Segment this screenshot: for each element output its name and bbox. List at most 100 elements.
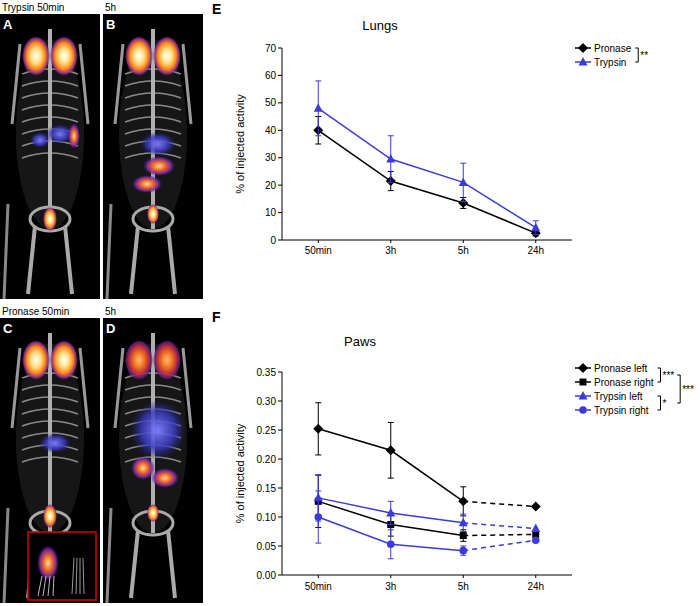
paw-bone bbox=[38, 576, 42, 596]
y-tick bbox=[278, 401, 282, 402]
error-bar bbox=[460, 546, 466, 555]
panel-caption: 5h bbox=[105, 2, 116, 13]
marker bbox=[460, 532, 467, 539]
marker bbox=[459, 547, 467, 555]
lung-uptake bbox=[22, 36, 50, 76]
legend-label: Trypsin left bbox=[594, 391, 643, 402]
uptake bbox=[68, 123, 80, 149]
series-line bbox=[318, 130, 536, 233]
y-tick-label: 0.30 bbox=[257, 396, 277, 407]
marker bbox=[531, 223, 540, 232]
x-tick bbox=[463, 240, 464, 243]
series-line bbox=[463, 523, 536, 529]
inset bbox=[28, 532, 96, 600]
scan-image bbox=[0, 318, 100, 603]
x-tick bbox=[535, 240, 536, 243]
significance-label: *** bbox=[662, 370, 674, 381]
leg bbox=[168, 530, 175, 598]
lung-uptake bbox=[125, 340, 153, 380]
significance-bracket bbox=[677, 375, 680, 403]
uptake bbox=[143, 156, 175, 176]
legend-label: Pronase right bbox=[594, 377, 654, 388]
marker bbox=[458, 496, 468, 506]
marker bbox=[387, 540, 395, 548]
y-tick bbox=[278, 488, 282, 489]
x-axis bbox=[282, 240, 572, 241]
panel-letter: C bbox=[3, 321, 13, 336]
y-tick-label: 0 bbox=[270, 235, 276, 246]
lung-uptake bbox=[50, 36, 78, 76]
paw-bone bbox=[76, 558, 77, 594]
legend: Pronase leftPronase rightTrypsin leftTry… bbox=[575, 363, 694, 416]
paw-bone bbox=[72, 558, 74, 594]
plot-area bbox=[313, 403, 541, 559]
significance-label: ** bbox=[640, 50, 648, 61]
uptake bbox=[130, 400, 186, 460]
y-tick-label: 70 bbox=[265, 43, 277, 54]
chart-title: Paws bbox=[344, 334, 376, 349]
series-line bbox=[318, 108, 536, 227]
y-tick bbox=[278, 575, 282, 576]
arm bbox=[115, 348, 123, 428]
y-tick-label: 0.25 bbox=[257, 425, 277, 436]
arm bbox=[12, 44, 20, 124]
y-tick-label: 40 bbox=[265, 125, 277, 136]
leg bbox=[28, 226, 35, 294]
x-tick bbox=[463, 575, 464, 578]
paw-bone bbox=[48, 576, 50, 596]
marker bbox=[532, 536, 540, 544]
significance-label: * bbox=[662, 398, 666, 409]
x-tick-label: 3h bbox=[385, 245, 396, 256]
tail bbox=[107, 204, 111, 299]
legend: PronaseTrypsin** bbox=[575, 43, 648, 68]
arm bbox=[80, 44, 88, 124]
x-tick bbox=[318, 575, 319, 578]
x-tick bbox=[390, 240, 391, 243]
x-tick bbox=[535, 575, 536, 578]
uptake bbox=[140, 132, 176, 156]
plot-area bbox=[313, 81, 541, 238]
uptake bbox=[132, 175, 162, 193]
scan-image bbox=[103, 14, 203, 299]
scan-background bbox=[103, 14, 203, 299]
y-tick-label: 0.05 bbox=[257, 541, 277, 552]
marker bbox=[314, 513, 322, 521]
tail bbox=[107, 508, 111, 603]
panel-caption: Trypsin 50min bbox=[2, 2, 64, 13]
x-axis bbox=[282, 575, 572, 576]
y-axis bbox=[282, 372, 283, 575]
series-line bbox=[463, 501, 536, 506]
arm bbox=[80, 348, 88, 428]
panel-letter: E bbox=[212, 1, 221, 17]
x-tick-label: 24h bbox=[527, 245, 544, 256]
marker bbox=[578, 43, 588, 53]
uptake bbox=[43, 504, 57, 528]
leg bbox=[168, 226, 175, 294]
scan-background bbox=[0, 14, 100, 299]
panel-letter: F bbox=[212, 309, 221, 325]
x-tick-label: 24h bbox=[527, 581, 544, 592]
series-line bbox=[463, 540, 536, 550]
y-axis-label: % of injected activity bbox=[234, 94, 246, 194]
y-axis-label: % of injected activity bbox=[234, 423, 246, 523]
paw-uptake bbox=[37, 545, 59, 581]
paw-bone bbox=[83, 558, 84, 594]
paw-bone bbox=[80, 558, 81, 594]
chart: FPaws0.000.050.100.150.200.250.300.3550m… bbox=[212, 309, 694, 592]
y-tick bbox=[278, 212, 282, 213]
tail bbox=[4, 204, 8, 299]
uptake bbox=[151, 468, 179, 488]
marker bbox=[579, 406, 587, 414]
uptake bbox=[147, 204, 159, 224]
x-tick-label: 3h bbox=[385, 581, 396, 592]
scan-background bbox=[0, 318, 100, 603]
y-tick-label: 60 bbox=[265, 70, 277, 81]
y-tick bbox=[278, 517, 282, 518]
significance-bracket bbox=[657, 396, 660, 410]
chart: ELungs01020304050607050min3h5h24h% of in… bbox=[212, 1, 648, 256]
arm bbox=[183, 44, 191, 124]
lung-uptake bbox=[50, 340, 78, 380]
legend-label: Pronase bbox=[594, 43, 632, 54]
marker bbox=[531, 524, 540, 533]
paw-bone bbox=[43, 576, 46, 596]
